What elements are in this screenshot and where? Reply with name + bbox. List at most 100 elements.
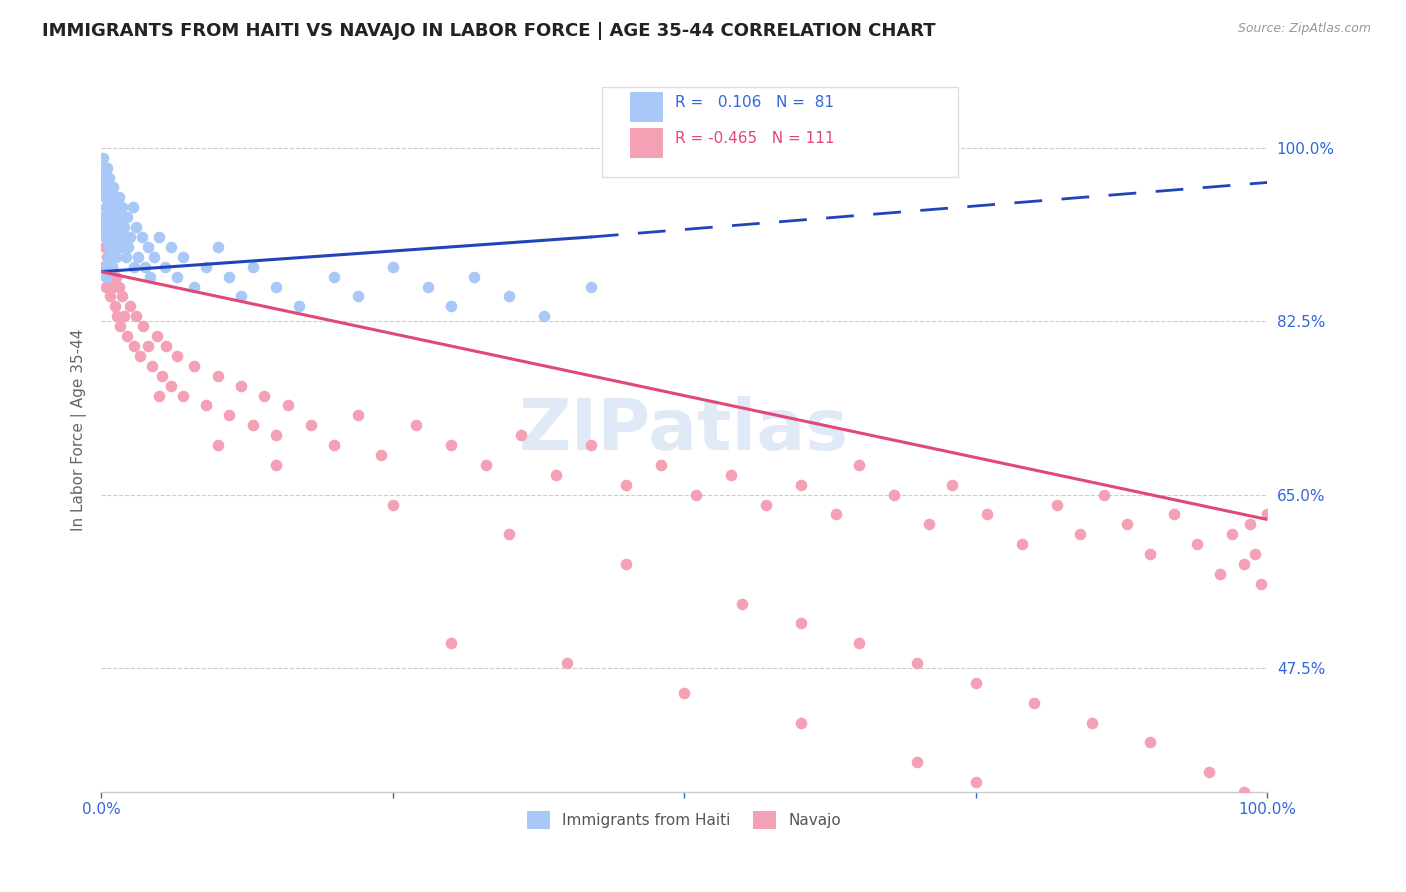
Point [93, 190, 115, 204]
Point [755, 498, 778, 512]
Point [1233, 785, 1256, 799]
Point [98, 240, 121, 254]
Point [100, 260, 122, 274]
Point [107, 279, 129, 293]
Point [440, 299, 463, 313]
Point [100, 210, 122, 224]
Point [93, 260, 115, 274]
Point [789, 616, 811, 631]
Point [96, 260, 118, 274]
Point [264, 428, 287, 442]
Point [131, 230, 153, 244]
Point [498, 527, 520, 541]
Text: ZIPatlas: ZIPatlas [519, 396, 849, 465]
Point [100, 289, 122, 303]
Point [96, 161, 118, 175]
Legend: Immigrants from Haiti, Navajo: Immigrants from Haiti, Navajo [520, 805, 848, 835]
Point [1163, 508, 1185, 522]
Point [142, 250, 165, 264]
Point [1239, 517, 1261, 532]
Point [941, 477, 963, 491]
Point [1081, 715, 1104, 730]
Point [93, 230, 115, 244]
Point [93, 220, 115, 235]
Point [93, 220, 115, 235]
Point [100, 180, 122, 194]
Point [1046, 498, 1069, 512]
Point [103, 230, 125, 244]
Point [101, 180, 124, 194]
Point [172, 250, 194, 264]
Point [789, 715, 811, 730]
Text: IMMIGRANTS FROM HAITI VS NAVAJO IN LABOR FORCE | AGE 35-44 CORRELATION CHART: IMMIGRANTS FROM HAITI VS NAVAJO IN LABOR… [42, 22, 936, 40]
Point [93, 260, 115, 274]
Point [242, 418, 264, 433]
Point [614, 477, 637, 491]
Point [114, 220, 136, 235]
Point [96, 190, 118, 204]
Point [253, 388, 276, 402]
Point [416, 279, 439, 293]
Point [579, 279, 602, 293]
Point [207, 438, 229, 452]
Point [96, 200, 118, 214]
Point [111, 200, 134, 214]
Point [195, 260, 218, 274]
Point [105, 269, 128, 284]
Point [128, 349, 150, 363]
Point [96, 250, 118, 264]
Point [150, 368, 173, 383]
Point [498, 289, 520, 303]
Point [115, 329, 138, 343]
Point [120, 230, 142, 244]
Point [104, 299, 127, 313]
Point [100, 220, 122, 235]
Point [323, 269, 346, 284]
Point [103, 200, 125, 214]
Point [509, 428, 531, 442]
Point [101, 240, 124, 254]
Point [122, 260, 145, 274]
Point [883, 488, 905, 502]
Point [155, 260, 177, 274]
Point [1011, 537, 1033, 551]
Point [475, 458, 498, 472]
Point [127, 250, 149, 264]
Point [1022, 795, 1045, 809]
Point [107, 190, 129, 204]
Point [115, 210, 138, 224]
Point [346, 409, 368, 423]
Point [122, 339, 145, 353]
Point [120, 299, 142, 313]
Point [1244, 547, 1267, 561]
Point [104, 220, 127, 235]
Point [94, 210, 117, 224]
Point [381, 498, 404, 512]
Point [824, 508, 846, 522]
Point [207, 240, 229, 254]
Point [440, 438, 463, 452]
Point [101, 279, 124, 293]
Point [166, 269, 188, 284]
Point [114, 310, 136, 324]
Point [148, 230, 170, 244]
FancyBboxPatch shape [602, 87, 957, 177]
Point [101, 210, 124, 224]
Point [91, 210, 114, 224]
Point [1139, 735, 1161, 749]
Point [93, 161, 115, 175]
Point [172, 388, 194, 402]
Point [905, 656, 928, 670]
Point [166, 349, 188, 363]
Point [98, 260, 121, 274]
Point [100, 260, 122, 274]
Point [98, 200, 121, 214]
FancyBboxPatch shape [630, 128, 664, 158]
Point [103, 250, 125, 264]
Point [1139, 547, 1161, 561]
Point [1233, 557, 1256, 571]
Text: R =   0.106   N =  81: R = 0.106 N = 81 [675, 95, 834, 111]
Point [731, 597, 754, 611]
Point [183, 279, 205, 293]
Point [579, 438, 602, 452]
